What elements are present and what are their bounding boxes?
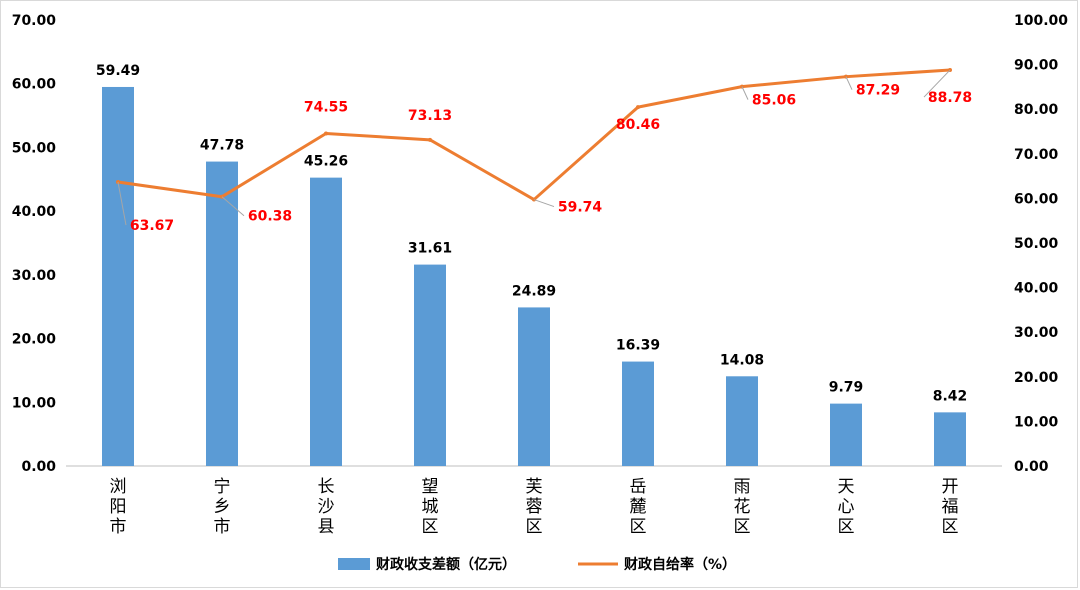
category-label: 区: [526, 517, 543, 537]
legend: 财政收支差额（亿元） 财政自给率（%）: [338, 556, 736, 573]
left-axis: 0.00 10.00 20.00 30.00 40.00 50.00 60.00 70.00: [12, 13, 57, 475]
line-value-label: 60.38: [248, 209, 292, 225]
line-point: [428, 137, 432, 142]
category-label: 蓉: [526, 497, 543, 517]
right-tick-label: 40.00: [1014, 281, 1059, 297]
left-tick-label: 30.00: [12, 268, 57, 284]
leader-line: [845, 76, 853, 90]
category-label: 花: [734, 497, 751, 517]
line-value-label: 74.55: [304, 100, 348, 116]
left-tick-label: 20.00: [12, 332, 57, 348]
right-tick-label: 100.00: [1014, 13, 1068, 29]
legend-line-label: 财政自给率（%）: [623, 556, 736, 573]
category-label: 区: [734, 517, 751, 537]
category-label: 岳: [630, 477, 647, 497]
right-tick-label: 70.00: [1014, 147, 1059, 163]
line-value-label: 73.13: [408, 108, 452, 124]
right-axis: 0.00 10.00 20.00 30.00 40.00 50.00 60.00 70.00 8…: [1014, 13, 1068, 475]
right-tick-label: 30.00: [1014, 325, 1059, 341]
legend-bar-swatch: [338, 558, 370, 570]
left-tick-label: 60.00: [12, 77, 57, 93]
right-tick-label: 20.00: [1014, 370, 1059, 386]
category-label: 雨: [734, 477, 751, 497]
bar-value-label: 45.26: [304, 154, 348, 170]
category-label: 望: [422, 477, 439, 497]
category-label: 心: [838, 497, 855, 517]
category-label: 区: [838, 517, 855, 537]
category-label: 区: [630, 517, 647, 537]
line-value-label: 80.46: [616, 117, 660, 133]
category-label: 县: [318, 517, 335, 537]
bar: [206, 161, 238, 467]
left-tick-label: 0.00: [21, 459, 56, 475]
category-label: 福: [942, 497, 959, 517]
category-label: 长: [318, 477, 335, 497]
bar: [726, 376, 758, 466]
line-point: [636, 105, 640, 110]
right-tick-label: 10.00: [1014, 414, 1059, 430]
category-label: 麓: [630, 497, 647, 517]
line-value-label: 87.29: [856, 83, 900, 99]
leader-line: [221, 196, 245, 217]
left-tick-label: 40.00: [12, 204, 57, 220]
category-label: 芙: [526, 477, 543, 497]
line-value-label: 85.06: [752, 93, 796, 109]
bar-value-label: 16.39: [616, 338, 660, 354]
bar-value-label: 24.89: [512, 283, 556, 299]
line-value-label: 59.74: [558, 200, 603, 216]
category-label: 乡: [214, 497, 231, 517]
category-label: 区: [942, 517, 959, 537]
bar: [830, 403, 862, 466]
line-value-label: 63.67: [130, 218, 174, 234]
right-tick-label: 50.00: [1014, 236, 1059, 252]
category-label: 开: [942, 477, 959, 497]
bar: [414, 264, 446, 466]
bar-value-label: 31.61: [408, 241, 452, 257]
category-label: 阳: [110, 497, 127, 517]
right-tick-label: 90.00: [1014, 58, 1059, 74]
bar-series: [102, 86, 966, 467]
leader-line: [741, 86, 749, 100]
legend-bar-label: 财政收支差额（亿元）: [375, 556, 516, 573]
left-tick-label: 10.00: [12, 395, 57, 411]
leader-line: [923, 69, 951, 98]
left-tick-label: 50.00: [12, 140, 57, 156]
bar: [310, 177, 342, 466]
right-tick-label: 0.00: [1014, 459, 1049, 475]
bar-value-label: 8.42: [933, 388, 968, 404]
category-label: 宁: [214, 477, 231, 497]
category-label: 沙: [318, 497, 335, 517]
category-label: 浏: [110, 477, 127, 497]
bar: [622, 361, 654, 466]
category-label: 城: [422, 497, 439, 517]
bar: [518, 307, 550, 466]
bar-value-label: 47.78: [200, 138, 244, 154]
bar-labels: 59.49 47.78 45.26 31.61 24.89 16.39 14.08 9.79 8…: [96, 63, 967, 404]
line-point: [324, 131, 328, 136]
bar: [102, 86, 134, 466]
bar: [934, 412, 966, 466]
leader-line: [117, 181, 127, 226]
category-label: 市: [110, 517, 127, 537]
line-path: [117, 68, 951, 202]
category-label: 天: [838, 477, 855, 497]
category-label: 市: [214, 517, 231, 537]
line-value-label: 88.78: [928, 90, 972, 106]
leader-line: [533, 199, 555, 208]
line-labels: 63.67 60.38 74.55 73.13 59.74 80.46 85.06 87.29…: [117, 69, 972, 234]
line-series: [116, 68, 952, 202]
right-tick-label: 80.00: [1014, 102, 1059, 118]
right-tick-label: 60.00: [1014, 191, 1059, 207]
left-tick-label: 70.00: [12, 13, 57, 29]
bar-value-label: 59.49: [96, 63, 140, 79]
category-label: 区: [422, 517, 439, 537]
bar-value-label: 9.79: [829, 380, 864, 396]
bar-value-label: 14.08: [720, 352, 764, 368]
